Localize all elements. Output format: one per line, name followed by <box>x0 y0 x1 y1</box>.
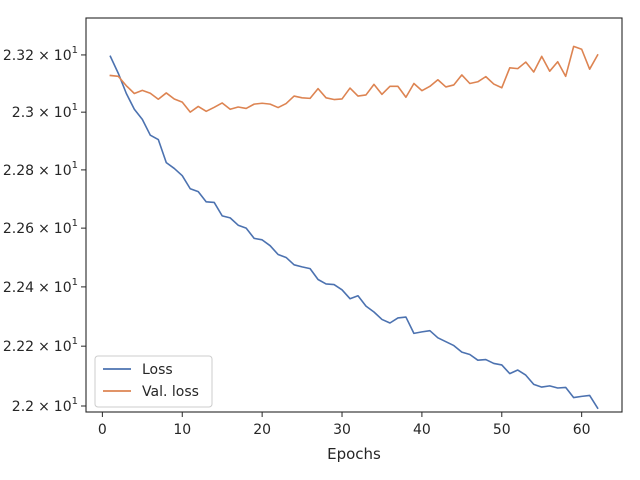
y-tick-mantissa: 2.26 <box>3 221 34 237</box>
x-tick-label: 40 <box>413 422 431 438</box>
y-tick-base: 10 <box>54 105 72 121</box>
legend: Loss Val. loss <box>94 355 213 408</box>
y-tick-mantissa: 2.24 <box>3 280 34 296</box>
x-tick-label: 60 <box>573 422 591 438</box>
y-tick-exponent: 1 <box>72 336 78 347</box>
y-tick-label: 2.22 × 101 <box>3 336 78 355</box>
y-tick-times: × <box>38 280 50 296</box>
y-tick-mantissa: 2.28 <box>3 163 34 179</box>
y-tick-exponent: 1 <box>72 102 78 113</box>
y-tick-exponent: 1 <box>72 277 78 288</box>
y-tick-base: 10 <box>54 399 72 415</box>
axes-frame <box>85 17 623 413</box>
y-tick-times: × <box>38 163 50 179</box>
plot-area <box>109 45 599 410</box>
y-tick-times: × <box>38 221 50 237</box>
y-tick-base: 10 <box>54 48 72 64</box>
y-tick-mantissa: 2.32 <box>3 48 34 64</box>
y-tick-label: 2.32 × 101 <box>3 45 78 64</box>
y-tick-label: 2.24 × 101 <box>3 277 78 296</box>
x-tick-label: 50 <box>493 422 511 438</box>
y-tick-mantissa: 2.2 <box>12 399 34 415</box>
y-tick-label: 2.2 × 101 <box>12 396 78 415</box>
y-tick-base: 10 <box>54 221 72 237</box>
y-tick-times: × <box>38 339 50 355</box>
y-tick-mantissa: 2.22 <box>3 339 34 355</box>
y-tick-label: 2.26 × 101 <box>3 218 78 237</box>
y-tick-base: 10 <box>54 280 72 296</box>
y-tick-base: 10 <box>54 339 72 355</box>
x-axis-label: Epochs <box>327 445 381 463</box>
y-tick-exponent: 1 <box>72 45 78 56</box>
y-tick-label: 2.3 × 101 <box>12 102 78 121</box>
legend-label-1: Val. loss <box>142 384 199 400</box>
y-tick-times: × <box>38 399 50 415</box>
y-tick-base: 10 <box>54 163 72 179</box>
series-line-0 <box>109 55 599 410</box>
y-tick-times: × <box>38 105 50 121</box>
x-tick-label: 0 <box>98 422 107 438</box>
x-tick-label: 10 <box>173 422 191 438</box>
y-tick-mantissa: 2.3 <box>12 105 34 121</box>
x-tick-label: 30 <box>333 422 351 438</box>
legend-label-0: Loss <box>142 362 173 378</box>
y-tick-exponent: 1 <box>72 396 78 407</box>
series-line-1 <box>109 45 599 113</box>
y-tick-times: × <box>38 48 50 64</box>
y-tick-label: 2.28 × 101 <box>3 160 78 179</box>
x-tick-label: 20 <box>253 422 271 438</box>
y-tick-exponent: 1 <box>72 218 78 229</box>
y-tick-exponent: 1 <box>72 160 78 171</box>
